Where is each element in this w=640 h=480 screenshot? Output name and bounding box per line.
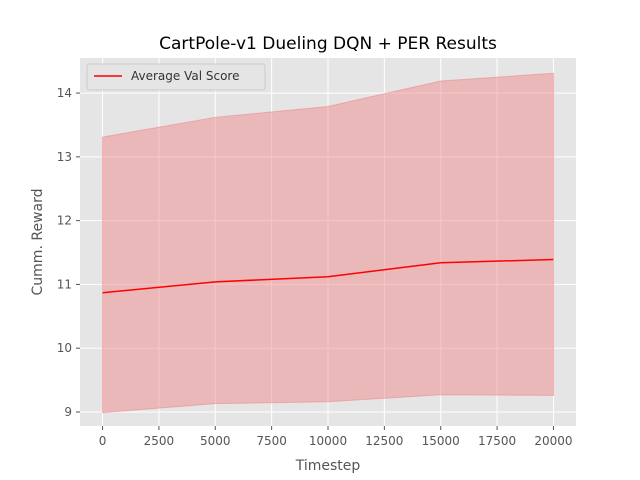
y-axis-title: Cumm. Reward [30,189,46,296]
chart-title: CartPole-v1 Dueling DQN + PER Results [159,34,497,54]
x-axis-ticks: 0 2500 5000 7500 10000 12500 15000 17500 20000 [99,426,573,448]
y-tick-label: 10 [57,341,72,355]
y-tick-label: 11 [57,277,72,291]
y-axis-ticks: 9 10 11 12 13 14 [57,86,80,419]
confidence-band [102,72,554,414]
x-tick-label: 10000 [309,434,347,448]
series-line-layer [102,258,554,294]
x-tick-label: 20000 [534,434,572,448]
y-tick-label: 14 [57,86,72,100]
x-tick-label: 7500 [256,434,287,448]
legend: Average Val Score [86,63,266,91]
y-tick-label: 9 [64,405,72,419]
x-tick-label: 0 [99,434,107,448]
grid-lines [80,58,576,426]
x-tick-label: 5000 [200,434,231,448]
x-tick-label: 17500 [478,434,516,448]
x-tick-label: 12500 [365,434,403,448]
x-axis-title: Timestep [295,458,361,474]
y-tick-label: 13 [57,150,72,164]
series-line [102,258,554,294]
confidence-band-layer [102,72,554,414]
x-tick-label: 15000 [422,434,460,448]
x-tick-label: 2500 [144,434,175,448]
y-tick-label: 12 [57,214,72,228]
legend-box [86,63,266,91]
legend-label: Average Val Score [131,69,239,83]
